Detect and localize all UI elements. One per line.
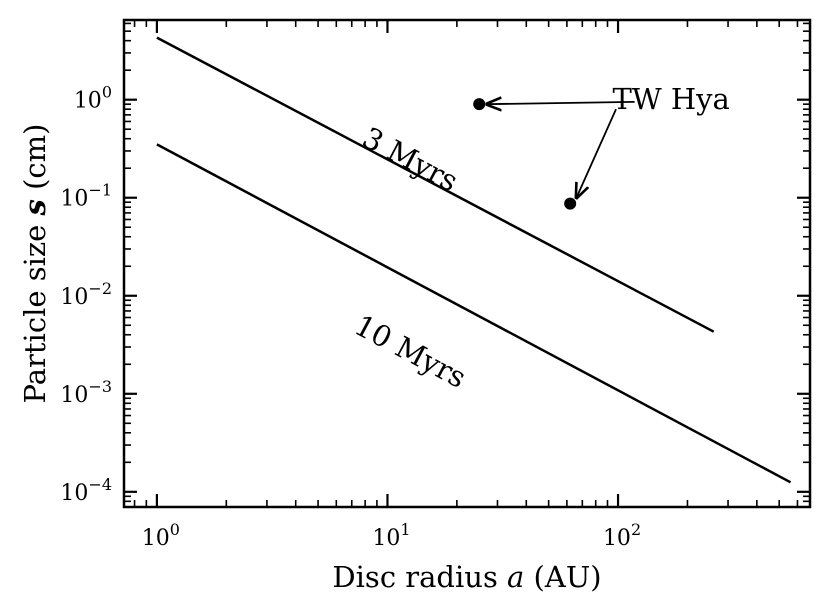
x-tick-label-exponent: 0 [170, 520, 180, 539]
annotation-arrow [576, 108, 617, 198]
tw-hya-annotation: TW Hya [613, 82, 730, 116]
y-axis-label: Particle size s (cm) [18, 124, 52, 404]
y-tick-label: 10−3 [60, 377, 112, 408]
tw-hya-point [473, 98, 486, 111]
x-axis-label-part: (AU) [524, 560, 601, 594]
y-tick-label: 10−1 [60, 181, 112, 212]
x-tick-label-exponent: 2 [631, 520, 641, 539]
y-tick-label-exponent: −4 [88, 475, 112, 494]
points-layer [473, 98, 577, 210]
y-tick-label: 100 [74, 83, 112, 114]
y-tick-label-exponent: 0 [102, 83, 112, 102]
series-line-2 [156, 143, 792, 484]
y-tick-label-exponent: −1 [88, 181, 112, 200]
y-axis-label-part: (cm) [18, 124, 52, 200]
series-label-1: 3 Myrs [357, 120, 464, 198]
y-tick-label-base: 10 [60, 285, 88, 310]
x-tick-label-base: 10 [142, 526, 170, 551]
x-tick-label: 102 [603, 520, 641, 551]
y-tick-label: 10−4 [60, 475, 112, 506]
series-label-2: 10 Myrs [349, 308, 472, 395]
series-line-1 [156, 36, 715, 333]
x-tick-label-base: 10 [603, 526, 631, 551]
annotation-layer [487, 102, 635, 198]
lines-layer [156, 36, 792, 484]
x-axis-label-part: a [507, 560, 524, 594]
x-tick-label-base: 10 [372, 526, 400, 551]
y-tick-label-exponent: −3 [88, 377, 112, 396]
x-axis-label-part: Disc radius [332, 560, 507, 594]
plot-frame [122, 18, 812, 509]
tw-hya-point [564, 197, 577, 210]
y-tick-label-base: 10 [60, 481, 88, 506]
y-axis-label-part: Particle size [18, 215, 52, 403]
y-tick-label-base: 10 [74, 89, 102, 114]
x-tick-label: 101 [372, 520, 410, 551]
y-tick-label-exponent: −2 [88, 279, 112, 298]
y-axis-label-part: s [18, 199, 52, 216]
annotation-arrow [487, 102, 635, 104]
x-tick-label-exponent: 1 [400, 520, 410, 539]
x-tick-label: 100 [142, 520, 180, 551]
x-axis-label: Disc radius a (AU) [332, 560, 601, 594]
y-tick-label-base: 10 [60, 383, 88, 408]
y-tick-label-base: 10 [60, 187, 88, 212]
y-tick-label: 10−2 [60, 279, 112, 310]
